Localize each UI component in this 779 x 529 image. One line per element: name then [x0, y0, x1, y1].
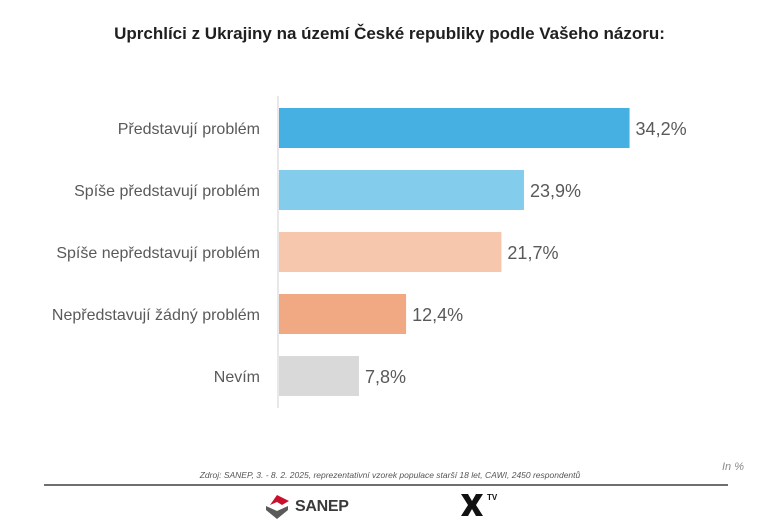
bar-value-label: 21,7%: [507, 243, 558, 263]
category-label: Nevím: [214, 369, 260, 386]
bar-value-label: 12,4%: [412, 305, 463, 325]
sanep-logo-text: SANEP: [295, 498, 349, 515]
bar: [279, 232, 502, 272]
chart-title: Uprchlíci z Ukrajiny na území České repu…: [114, 24, 665, 43]
bar-value-label: 34,2%: [636, 119, 687, 139]
bar: [279, 108, 630, 148]
bar-chart: Představují problém 34,2% Spíše představuj…: [52, 96, 687, 408]
bar: [279, 170, 524, 210]
bar: [279, 294, 407, 334]
sanep-logo-icon: [266, 495, 289, 519]
bar: [279, 356, 359, 396]
sanep-logo: SANEP: [262, 493, 349, 521]
category-label: Představují problém: [118, 121, 260, 138]
category-label: Spíše nepředstavují problém: [56, 245, 260, 262]
xtv-logo-text: TV: [487, 493, 498, 502]
x-icon: [461, 494, 483, 516]
category-label: Nepředstavují žádný problém: [52, 307, 260, 324]
footer-divider: [44, 484, 728, 486]
unit-note: In %: [722, 461, 745, 473]
bar-value-label: 7,8%: [365, 367, 406, 387]
bar-value-label: 23,9%: [530, 181, 581, 201]
source-note: Zdroj: SANEP, 3. - 8. 2. 2025, reprezent…: [199, 470, 581, 480]
category-label: Spíše představují problém: [74, 183, 260, 200]
xtv-logo: TV: [458, 491, 497, 519]
